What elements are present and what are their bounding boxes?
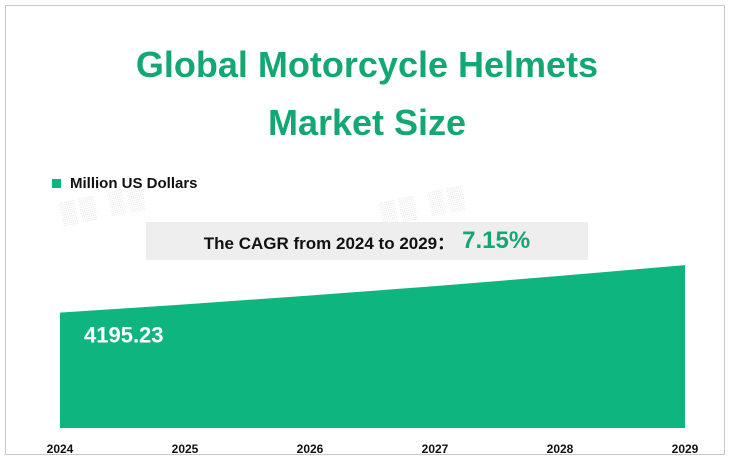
legend-label: Million US Dollars	[70, 174, 198, 192]
cagr-box: The CAGR from 2024 to 2029： 7.15%	[146, 222, 588, 260]
x-tick-label: 2024	[47, 442, 74, 456]
cagr-label: The CAGR from 2024 to 2029：	[203, 233, 455, 253]
chart-title: Global Motorcycle Helmets Market Size	[0, 36, 734, 152]
chart-title-line2: Market Size	[267, 102, 467, 143]
chart-title-line1: Global Motorcycle Helmets	[135, 44, 599, 85]
x-tick-label: 2027	[422, 442, 449, 456]
x-tick-label: 2028	[547, 442, 574, 456]
x-tick-label: 2025	[172, 442, 199, 456]
data-label-2024: 4195.23	[84, 323, 164, 348]
area-series-million-us-dollars	[60, 265, 685, 428]
x-tick-label: 2026	[297, 442, 324, 456]
legend-swatch	[52, 178, 61, 188]
x-tick-label: 2029	[672, 442, 699, 456]
cagr-value: 7.15%	[462, 227, 531, 254]
legend: Million US Dollars	[52, 172, 198, 194]
